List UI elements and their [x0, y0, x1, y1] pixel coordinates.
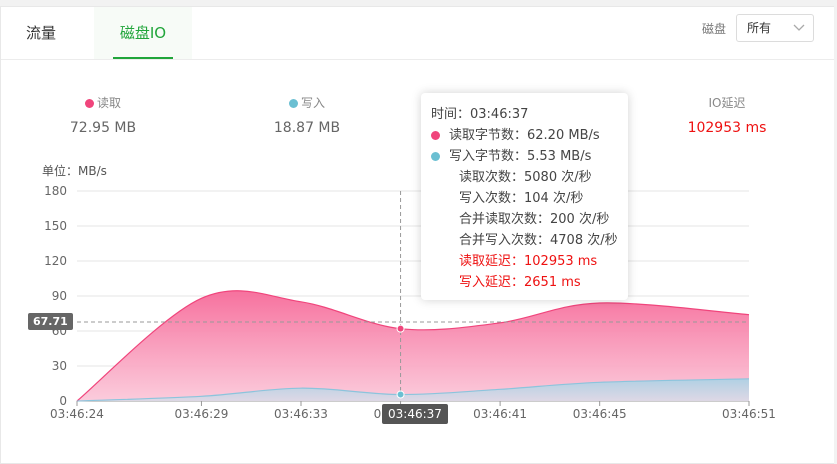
- read-series-area: [77, 290, 749, 401]
- x-tick-label: 03:46:41: [473, 407, 527, 421]
- tab-traffic[interactable]: 流量: [26, 24, 57, 42]
- y-tick-label: 150: [44, 219, 67, 233]
- disk-select-value: 所有: [747, 21, 772, 35]
- tooltip-write-count: 写入次数：104 次/秒: [459, 191, 584, 206]
- hover-x-value-badge: 03:46:37: [382, 404, 448, 424]
- tooltip-merged-read: 合并读取次数：200 次/秒: [459, 212, 610, 227]
- write-series-area: [77, 378, 749, 401]
- write-hover-point: [396, 390, 405, 399]
- tab-disk-io[interactable]: 磁盘IO: [94, 7, 192, 59]
- write-stat-value: 18.87 MB: [273, 120, 341, 136]
- y-tick-label: 0: [59, 394, 67, 408]
- y-tick-label: 120: [44, 254, 67, 268]
- tab-disk-io-label: 磁盘IO: [119, 24, 167, 42]
- write-stat: 写入 18.87 MB: [247, 94, 367, 136]
- read-legend-dot: [84, 99, 94, 108]
- hover-y-value-badge: 67.71: [28, 313, 73, 330]
- chart-tooltip: 时间：03:46:37 读取字节数：62.20 MB/s 写入字节数：5.53 …: [421, 93, 628, 300]
- x-tick-label: 03:46:45: [573, 407, 627, 421]
- y-tick-label: 30: [52, 359, 67, 373]
- tooltip-write-bytes: 写入字节数：5.53 MB/s: [449, 149, 592, 164]
- chevron-down-icon: [793, 24, 805, 31]
- x-tick-label: 03:46:24: [50, 407, 104, 421]
- write-stat-label: 写入: [300, 96, 325, 110]
- io-latency-stat: IO延迟 102953 ms: [667, 94, 787, 136]
- io-latency-label: IO延迟: [708, 96, 746, 110]
- tooltip-read-latency: 读取延迟：102953 ms: [459, 254, 598, 269]
- write-series-dot: [431, 152, 440, 161]
- read-stat-label: 读取: [96, 96, 121, 110]
- x-tick-label: 03:46:33: [274, 407, 328, 421]
- read-series-dot: [431, 131, 440, 140]
- tooltip-write-bytes-row: 写入字节数：5.53 MB/s: [431, 146, 618, 167]
- chart-areas: [76, 290, 750, 402]
- y-tick-label: 90: [52, 289, 67, 303]
- tooltip-merged-write: 合并写入次数：4708 次/秒: [459, 233, 618, 248]
- tooltip-read-bytes-row: 读取字节数：62.20 MB/s: [431, 125, 618, 146]
- disk-select[interactable]: 所有: [736, 14, 814, 42]
- tooltip-time: 时间：03:46:37: [431, 107, 529, 122]
- io-latency-value: 102953 ms: [687, 120, 767, 136]
- tooltip-read-bytes: 读取字节数：62.20 MB/s: [449, 128, 600, 143]
- tab-bar: 流量 磁盘IO: [1, 7, 834, 60]
- read-stat: 读取 72.95 MB: [43, 94, 163, 136]
- tooltip-write-latency: 写入延迟：2651 ms: [459, 275, 581, 290]
- read-stat-value: 72.95 MB: [69, 120, 137, 136]
- active-tab-indicator: [113, 57, 173, 59]
- x-tick-label: 03:46:29: [174, 407, 228, 421]
- chart-unit-label: 单位：MB/s: [42, 164, 107, 178]
- hover-crosshair: [77, 191, 749, 401]
- disk-filter-label: 磁盘: [702, 22, 727, 36]
- x-tick-label: 03:46:51: [722, 407, 776, 421]
- write-legend-dot: [288, 99, 298, 108]
- tooltip-read-count: 读取次数：5080 次/秒: [459, 170, 592, 185]
- y-tick-label: 180: [44, 184, 67, 198]
- read-hover-point: [396, 324, 405, 333]
